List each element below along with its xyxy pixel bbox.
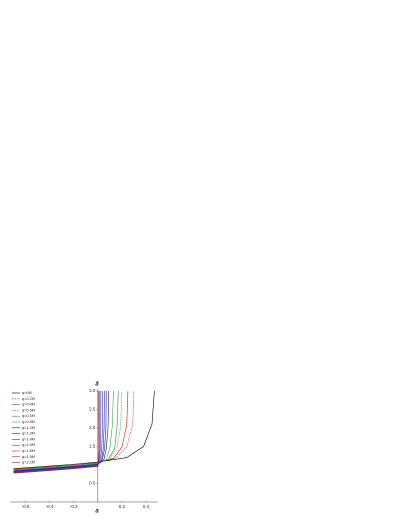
legend-label: q=2.2M: [22, 461, 36, 465]
legend-label: q=0.8M: [22, 420, 36, 424]
legend-label: q=1.6M: [22, 443, 36, 447]
series-line: [13, 390, 105, 472]
y-tick-label: 0.5: [89, 481, 96, 486]
y-tick-label: 2.0: [89, 425, 96, 430]
x-tick-label: -0.2: [70, 504, 78, 509]
legend-label: q=0.2M: [22, 397, 36, 401]
y-axis-label: ã: [95, 382, 99, 388]
legend-label: q=1.8M: [22, 449, 36, 453]
legend-label: q=0.4M: [22, 403, 36, 407]
x-tick-label: -0.4: [46, 504, 54, 509]
x-tick-label: 0.4: [143, 504, 150, 509]
series-line: [13, 390, 155, 469]
y-tick-label: 2.5: [89, 407, 96, 412]
legend-label: q=1.3M: [22, 432, 36, 436]
legend-label: q=1.2M: [22, 426, 36, 430]
legend-label: q=1.4M: [22, 437, 36, 441]
x-axis-label: a: [95, 509, 99, 515]
x-tick-label: 0.2: [119, 504, 126, 509]
series-line: [13, 390, 109, 472]
series-line: [13, 390, 114, 471]
x-tick-label: -0.6: [22, 504, 30, 509]
legend-label: q=0M: [22, 391, 32, 395]
series-line: [13, 390, 99, 474]
legend-label: q=0.5M: [22, 408, 36, 412]
y-tick-label: 3.0: [89, 388, 96, 393]
y-tick-label: 1.5: [89, 444, 96, 449]
legend-label: q=1.9M: [22, 455, 36, 459]
legend-label: q=0.6M: [22, 414, 36, 418]
